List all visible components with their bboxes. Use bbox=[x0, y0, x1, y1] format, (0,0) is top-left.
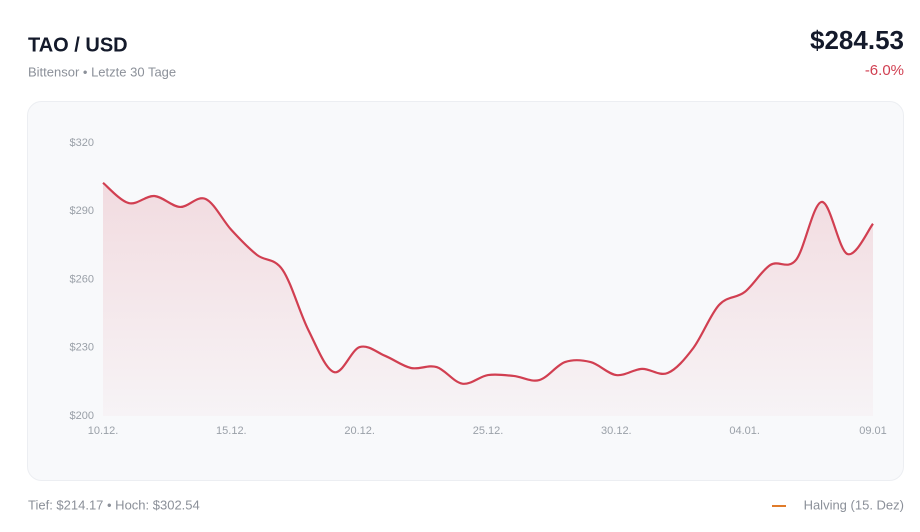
y-tick-label: $290 bbox=[70, 205, 94, 217]
price-line bbox=[102, 181, 874, 385]
x-tick-label: 10.12. bbox=[88, 425, 119, 437]
title: TAO / USD bbox=[28, 34, 128, 56]
change: -6.0% bbox=[865, 62, 904, 79]
price: $284.53 bbox=[810, 25, 904, 55]
x-tick-label: 04.01. bbox=[729, 425, 760, 437]
x-tick-label: 20.12. bbox=[344, 425, 375, 437]
legend-label: Halving (15. Dez) bbox=[804, 497, 904, 512]
y-tick-label: $320 bbox=[70, 137, 94, 149]
y-tick-label: $260 bbox=[70, 273, 94, 285]
plot-area: $200 $230 $260 $290 $320 10.12. 15.12. 20.12. 25… bbox=[70, 137, 887, 437]
x-tick-label: 30.12. bbox=[601, 425, 632, 437]
y-tick-label: $230 bbox=[70, 342, 94, 354]
x-tick-label: 25.12. bbox=[473, 425, 504, 437]
x-tick-label: 15.12. bbox=[216, 425, 247, 437]
subtitle: Bittensor • Letzte 30 Tage bbox=[28, 64, 176, 79]
x-tick-label: 09.01 bbox=[859, 425, 887, 437]
footer-stats: Tief: $214.17 • Hoch: $302.54 bbox=[28, 497, 200, 512]
area bbox=[103, 182, 873, 416]
y-tick-label: $200 bbox=[70, 410, 94, 422]
